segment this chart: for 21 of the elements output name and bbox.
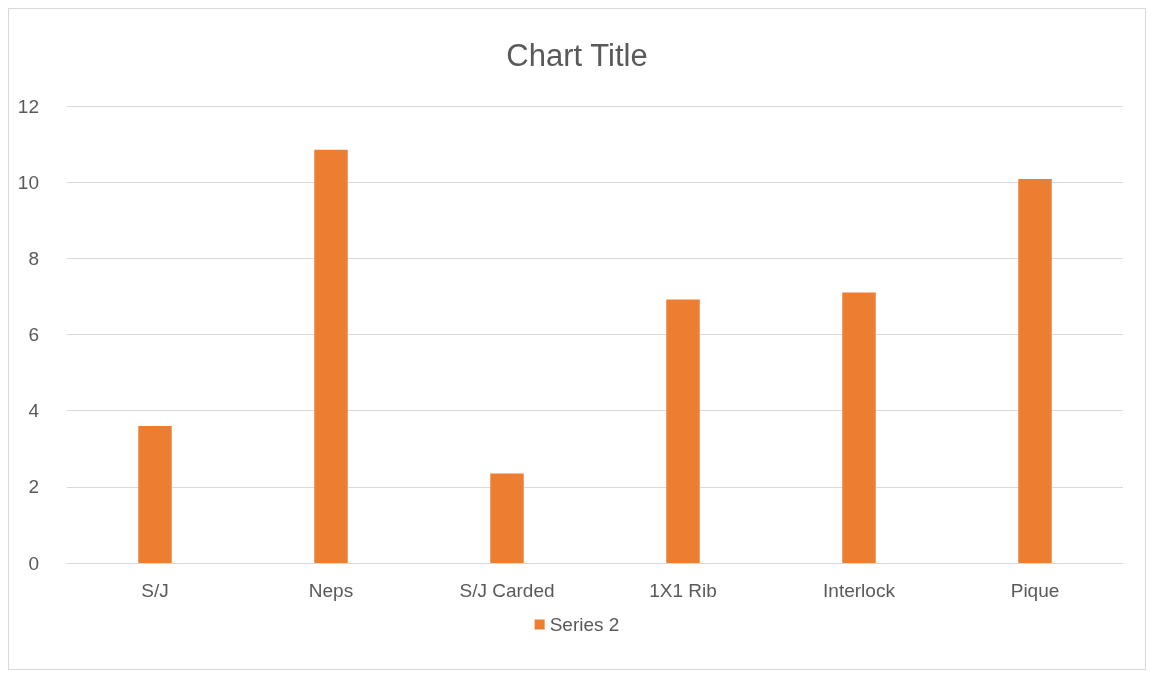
y-tick-label: 2 <box>28 476 39 498</box>
bar <box>666 299 700 563</box>
y-tick-label: 4 <box>28 400 40 422</box>
y-tick-label: 0 <box>28 552 39 574</box>
chart-title: Chart Title <box>506 38 648 73</box>
bar <box>314 149 348 563</box>
x-tick-label: S/J Carded <box>459 580 555 601</box>
bar <box>842 292 876 563</box>
x-tick-label: Pique <box>1010 580 1060 601</box>
x-tick-label: 1X1 Rib <box>649 580 717 601</box>
bar <box>1018 179 1052 563</box>
y-tick-label: 12 <box>17 95 39 117</box>
x-tick-label: Interlock <box>823 580 896 601</box>
bar <box>138 425 172 563</box>
y-tick-label: 10 <box>17 171 39 193</box>
y-tick-label: 8 <box>28 247 39 269</box>
x-tick-label: Neps <box>308 580 354 601</box>
bar <box>490 473 524 563</box>
x-tick-label: S/J <box>141 580 169 601</box>
y-tick-label: 6 <box>28 324 39 345</box>
legend-label: Series 2 <box>549 614 620 635</box>
